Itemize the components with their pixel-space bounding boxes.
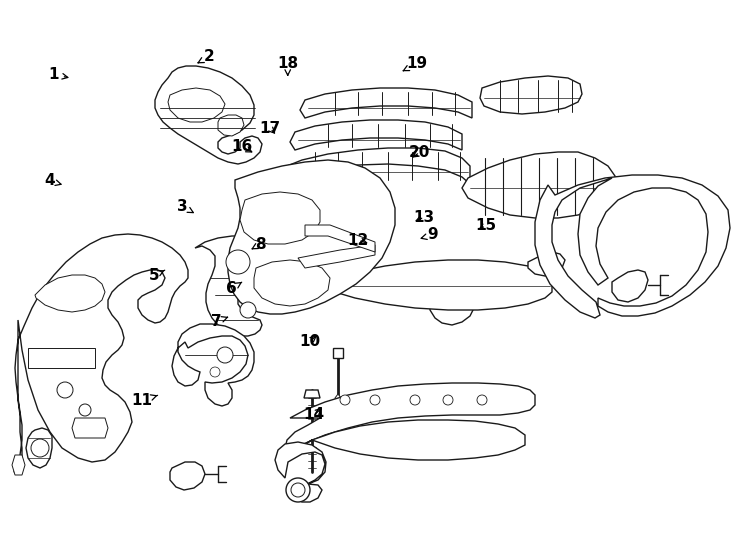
Text: 18: 18	[277, 56, 298, 75]
Polygon shape	[298, 245, 375, 268]
Polygon shape	[535, 175, 730, 318]
Text: 15: 15	[476, 218, 496, 233]
Text: 8: 8	[252, 237, 266, 252]
Circle shape	[286, 478, 310, 502]
Text: 4: 4	[44, 173, 61, 188]
Circle shape	[291, 483, 305, 497]
Circle shape	[226, 250, 250, 274]
Text: 13: 13	[414, 210, 435, 225]
Text: 16: 16	[232, 139, 252, 154]
Polygon shape	[28, 348, 95, 368]
Text: 1: 1	[48, 67, 68, 82]
Text: 20: 20	[409, 145, 431, 160]
Text: 10: 10	[299, 334, 320, 349]
Circle shape	[217, 347, 233, 363]
Polygon shape	[72, 418, 108, 438]
Polygon shape	[333, 348, 343, 358]
Circle shape	[240, 302, 256, 318]
Polygon shape	[240, 192, 320, 244]
Text: 3: 3	[177, 199, 193, 214]
Polygon shape	[612, 270, 648, 302]
Text: 17: 17	[260, 121, 280, 136]
Polygon shape	[430, 290, 474, 325]
Polygon shape	[528, 252, 565, 276]
Text: 14: 14	[304, 407, 324, 422]
Text: 12: 12	[348, 233, 368, 248]
Polygon shape	[12, 455, 25, 475]
Text: 19: 19	[403, 56, 427, 71]
Polygon shape	[35, 275, 105, 312]
Circle shape	[410, 395, 420, 405]
Polygon shape	[275, 442, 326, 502]
Polygon shape	[290, 120, 462, 150]
Circle shape	[79, 404, 91, 416]
Circle shape	[31, 439, 49, 457]
Text: 7: 7	[211, 314, 228, 329]
Text: 9: 9	[421, 227, 438, 242]
Circle shape	[210, 367, 220, 377]
Circle shape	[370, 395, 380, 405]
Text: 5: 5	[149, 268, 164, 283]
Polygon shape	[168, 88, 225, 122]
Polygon shape	[254, 260, 330, 306]
Text: 2: 2	[198, 49, 214, 64]
Polygon shape	[285, 383, 535, 452]
Circle shape	[57, 382, 73, 398]
Polygon shape	[322, 260, 552, 310]
Polygon shape	[170, 462, 205, 490]
Polygon shape	[172, 324, 254, 406]
Polygon shape	[480, 76, 582, 114]
Circle shape	[340, 395, 350, 405]
Polygon shape	[300, 88, 472, 118]
Polygon shape	[14, 234, 188, 472]
Text: 11: 11	[131, 393, 158, 408]
Circle shape	[443, 395, 453, 405]
Polygon shape	[304, 390, 320, 398]
Polygon shape	[462, 152, 615, 218]
Polygon shape	[335, 394, 341, 406]
Polygon shape	[155, 66, 262, 164]
Polygon shape	[218, 115, 244, 136]
Text: 6: 6	[226, 281, 241, 296]
Polygon shape	[195, 236, 270, 336]
Polygon shape	[228, 160, 395, 314]
Polygon shape	[26, 428, 52, 468]
Polygon shape	[295, 420, 525, 460]
Circle shape	[477, 395, 487, 405]
Polygon shape	[278, 148, 470, 184]
Polygon shape	[305, 225, 375, 252]
